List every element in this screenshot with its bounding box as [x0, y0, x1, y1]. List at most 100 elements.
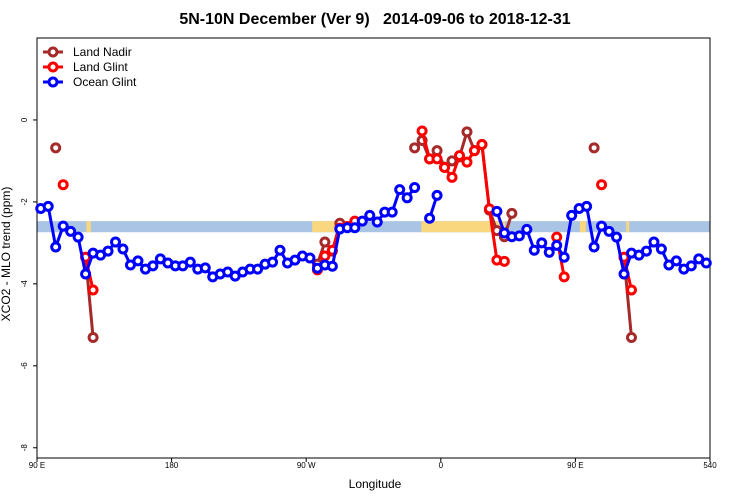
- data-point: [57, 220, 69, 232]
- data-point: [57, 179, 69, 191]
- data-point: [50, 142, 62, 154]
- data-point: [446, 171, 458, 183]
- legend-marker: [47, 46, 59, 58]
- data-point: [184, 256, 196, 268]
- plot-frame: [36, 37, 711, 459]
- data-point: [453, 150, 465, 162]
- data-point: [416, 125, 428, 137]
- land-patch: [86, 221, 91, 233]
- legend-label: Land Nadir: [73, 45, 132, 59]
- data-point: [80, 268, 92, 280]
- data-point: [506, 207, 518, 219]
- data-point: [401, 192, 413, 204]
- data-point: [386, 206, 398, 218]
- data-point: [558, 271, 570, 283]
- x-tick-label: 90 E: [29, 461, 45, 470]
- legend-marker: [47, 76, 59, 88]
- data-point: [65, 225, 77, 237]
- data-point: [319, 250, 331, 262]
- data-point: [132, 255, 144, 267]
- data-point: [319, 236, 331, 248]
- data-point: [543, 246, 555, 258]
- data-point: [588, 142, 600, 154]
- data-point: [424, 212, 436, 224]
- land-patch: [626, 221, 630, 233]
- data-point: [439, 161, 451, 173]
- data-point: [588, 241, 600, 253]
- data-point: [558, 251, 570, 263]
- data-point: [521, 223, 533, 235]
- data-point: [528, 244, 540, 256]
- data-point: [655, 243, 667, 255]
- data-point: [394, 184, 406, 196]
- x-tick-label: 180: [165, 461, 179, 470]
- reference-band: [37, 221, 710, 233]
- data-point: [364, 209, 376, 221]
- data-point: [431, 153, 443, 165]
- data-point: [50, 241, 62, 253]
- data-point: [117, 243, 129, 255]
- y-tick-label: -8: [20, 444, 29, 452]
- y-tick-label: -2: [20, 198, 29, 206]
- y-tick-label: 0: [20, 117, 29, 122]
- data-point: [349, 222, 361, 234]
- data-point: [304, 252, 316, 264]
- data-point: [274, 244, 286, 256]
- data-point: [566, 209, 578, 221]
- y-tick-label: -6: [20, 362, 29, 370]
- data-point: [648, 236, 660, 248]
- data-point: [700, 257, 712, 269]
- data-point: [356, 215, 368, 227]
- x-tick-label: 540: [703, 461, 717, 470]
- data-point: [685, 260, 697, 272]
- land-patch: [421, 221, 506, 233]
- data-point: [476, 139, 488, 151]
- data-point: [551, 239, 563, 251]
- data-point: [625, 284, 637, 296]
- data-point: [611, 231, 623, 243]
- data-point: [513, 230, 525, 242]
- data-point: [461, 126, 473, 138]
- data-point: [581, 200, 593, 212]
- data-point: [461, 156, 473, 168]
- data-point: [110, 236, 122, 248]
- y-axis-label: XCO2 - MLO trend (ppm): [0, 187, 13, 322]
- data-point: [498, 255, 510, 267]
- chart-title: 5N-10N December (Ver 9) 2014-09-06 to 20…: [179, 11, 570, 28]
- data-point: [199, 262, 211, 274]
- data-point: [326, 260, 338, 272]
- data-point: [87, 332, 99, 344]
- data-point: [72, 231, 84, 243]
- data-point: [409, 182, 421, 194]
- data-point: [640, 245, 652, 257]
- data-point: [147, 260, 159, 272]
- land-patch: [312, 221, 337, 233]
- data-point: [625, 332, 637, 344]
- x-tick-label: 90 W: [297, 461, 316, 470]
- data-point: [536, 237, 548, 249]
- data-point: [468, 145, 480, 157]
- legend-marker: [47, 61, 59, 73]
- data-point: [596, 179, 608, 191]
- data-point: [102, 245, 114, 257]
- data-point: [409, 142, 421, 154]
- data-point: [618, 268, 630, 280]
- data-point: [431, 189, 443, 201]
- x-axis-label: Longitude: [349, 477, 402, 491]
- x-tick-label: 90 E: [567, 461, 583, 470]
- data-point: [267, 256, 279, 268]
- y-tick-label: -4: [20, 280, 29, 288]
- data-point: [603, 225, 615, 237]
- data-point: [42, 200, 54, 212]
- data-point: [670, 255, 682, 267]
- land-patch: [579, 221, 586, 233]
- legend-label: Land Glint: [73, 60, 128, 74]
- data-point: [87, 284, 99, 296]
- data-point: [252, 263, 264, 275]
- x-tick-label: 0: [439, 461, 444, 470]
- data-point: [371, 216, 383, 228]
- data-point: [491, 205, 503, 217]
- legend-label: Ocean Glint: [73, 75, 137, 89]
